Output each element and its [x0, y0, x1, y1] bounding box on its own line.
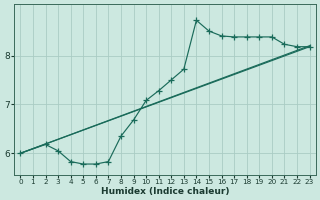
X-axis label: Humidex (Indice chaleur): Humidex (Indice chaleur) — [101, 187, 229, 196]
